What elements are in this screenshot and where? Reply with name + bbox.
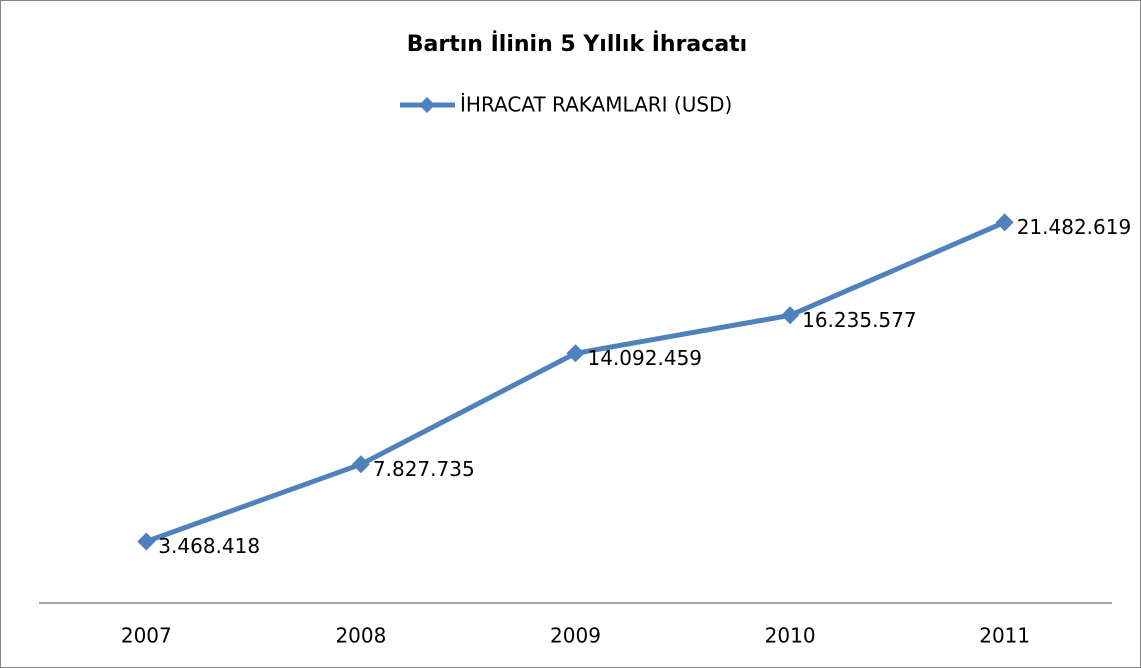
x-tick-label: 2010 [765,624,816,648]
legend-label: İHRACAT RAKAMLARI (USD) [460,93,732,117]
x-tick-label: 2008 [335,624,386,648]
point-marker [351,455,370,474]
point-marker [566,344,585,363]
data-label: 3.468.418 [158,534,260,558]
x-tick-label: 2011 [979,624,1030,648]
point-marker [995,213,1014,232]
point-marker [781,306,800,325]
x-tick-label: 2007 [121,624,172,648]
chart-title: Bartın İlinin 5 Yıllık İhracatı [407,31,747,57]
data-label: 16.235.577 [802,308,917,332]
data-label: 7.827.735 [373,457,475,481]
legend-marker [419,97,435,113]
data-label: 14.092.459 [588,346,703,370]
point-marker [137,532,156,551]
x-tick-label: 2009 [550,624,601,648]
data-label: 21.482.619 [1017,215,1132,239]
